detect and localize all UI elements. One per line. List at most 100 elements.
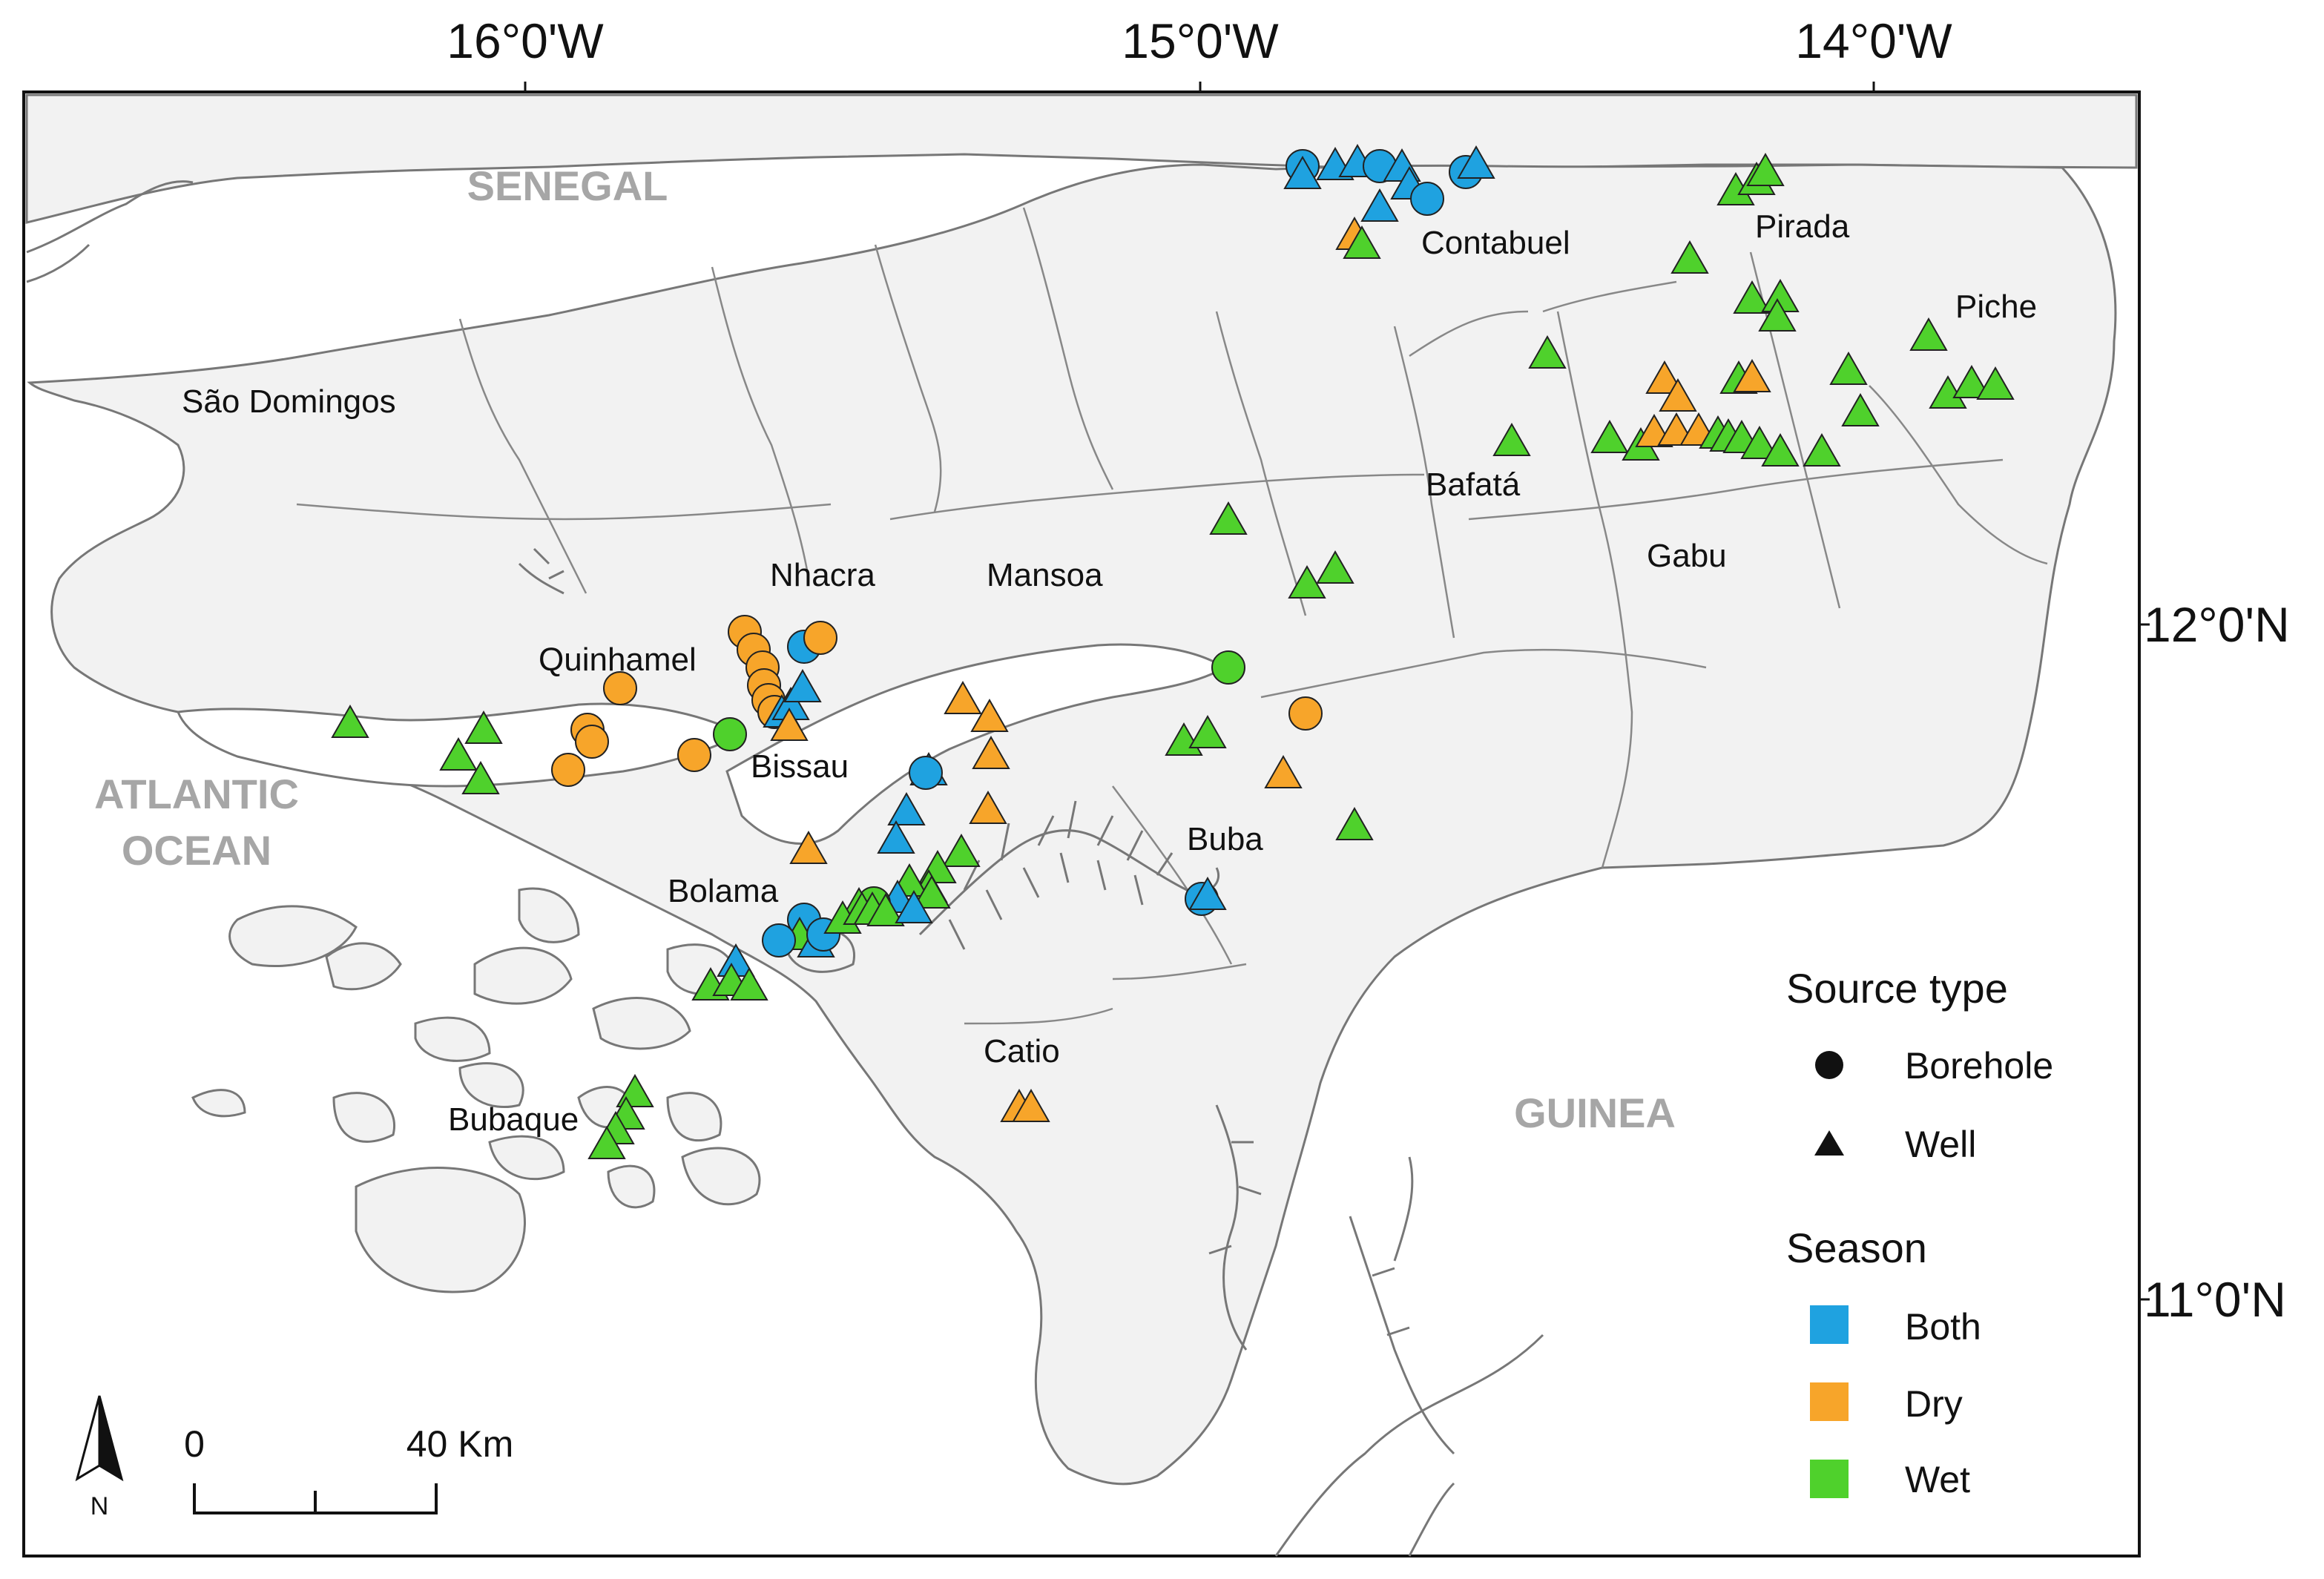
borehole-marker <box>551 753 585 787</box>
place-label-bissau: Bissau <box>751 748 849 785</box>
place-label-bubaque: Bubaque <box>448 1101 579 1138</box>
well-marker <box>1188 876 1227 910</box>
well-marker <box>439 736 478 771</box>
borehole-marker <box>1288 696 1323 731</box>
place-label-mansoa: Mansoa <box>987 557 1103 593</box>
borehole-marker <box>1211 650 1245 685</box>
well-marker <box>1528 334 1567 369</box>
well-marker <box>587 1125 626 1159</box>
well-marker <box>1590 419 1629 453</box>
well-marker <box>1209 501 1248 535</box>
borehole-marker <box>762 923 796 957</box>
well-marker <box>1758 297 1797 332</box>
legend-title-source: Source type <box>1786 965 2008 1012</box>
legend-label-dry: Dry <box>1905 1383 1963 1425</box>
well-marker <box>1976 366 2015 400</box>
ocean-label-line1: ATLANTIC <box>94 771 299 817</box>
well-marker <box>1335 806 1374 840</box>
well-marker <box>912 874 951 909</box>
well-marker <box>1761 432 1800 467</box>
legend-label-wet: Wet <box>1905 1459 1970 1500</box>
borehole-marker <box>909 756 943 790</box>
well-marker <box>972 735 1010 769</box>
place-label-pirada: Pirada <box>1755 208 1850 245</box>
well-marker <box>1492 422 1531 456</box>
region-borders <box>296 207 2048 1025</box>
place-label-gabu: Gabu <box>1647 538 1727 574</box>
north-arrow-label: N <box>90 1492 109 1520</box>
lat-label-12n: 12°0'N <box>2144 597 2290 652</box>
north-arrow-half-icon <box>98 1395 124 1482</box>
country-label-guinea: GUINEA <box>1514 1090 1676 1136</box>
scale-bar-start: 0 <box>184 1423 205 1465</box>
borehole-marker <box>803 621 837 655</box>
lon-label-14w: 14°0'W <box>1795 13 1952 68</box>
well-marker <box>1733 358 1771 392</box>
scale-bar: 0 40 Km <box>184 1423 514 1514</box>
legend-label-both: Both <box>1905 1306 1981 1348</box>
well-marker <box>464 710 503 744</box>
well-marker <box>944 680 982 714</box>
scale-bar-end: 40 Km <box>406 1423 514 1465</box>
well-marker <box>1659 378 1697 412</box>
well-marker <box>942 833 981 867</box>
legend-swatch-both <box>1810 1305 1849 1344</box>
well-marker <box>895 889 933 923</box>
sample-points <box>331 143 2015 1159</box>
well-marker <box>1288 564 1326 599</box>
borehole-marker <box>677 738 711 772</box>
well-marker <box>1670 240 1709 274</box>
place-label-sao-domingos: São Domingos <box>182 383 396 420</box>
place-label-buba: Buba <box>1187 821 1263 857</box>
ocean-label-line2: OCEAN <box>122 827 271 874</box>
senegal-river <box>26 180 194 283</box>
well-marker <box>1909 317 1948 351</box>
well-marker <box>1803 432 1841 467</box>
lon-label-16w: 16°0'W <box>447 13 604 68</box>
well-marker <box>1188 714 1227 748</box>
graticule-ticks <box>524 82 2150 1301</box>
geba-estuary <box>725 643 1226 845</box>
well-marker <box>1733 280 1771 314</box>
well-marker <box>1343 225 1381 259</box>
well-marker <box>770 707 809 741</box>
lat-label-11n: 11°0'N <box>2144 1272 2286 1327</box>
well-marker <box>461 760 500 794</box>
legend-label-borehole: Borehole <box>1905 1045 2053 1087</box>
well-marker <box>1457 145 1495 179</box>
borehole-marker <box>1410 182 1444 216</box>
borehole-marker <box>575 725 609 759</box>
well-marker <box>331 704 369 738</box>
well-marker <box>1829 351 1868 385</box>
well-marker <box>866 892 905 926</box>
well-marker <box>1316 550 1354 584</box>
legend: Source type Borehole Well Season Both Dr… <box>1786 965 2053 1500</box>
well-marker <box>1360 188 1399 222</box>
guinea-coast <box>1274 1156 1544 1557</box>
place-label-nhacra: Nhacra <box>770 557 875 593</box>
well-marker <box>969 790 1007 824</box>
legend-label-well: Well <box>1905 1124 1976 1165</box>
legend-title-season: Season <box>1786 1224 1927 1271</box>
legend-swatch-dry <box>1810 1382 1849 1421</box>
place-label-catio: Catio <box>984 1033 1060 1069</box>
well-marker <box>730 966 768 1001</box>
well-marker <box>1012 1088 1050 1122</box>
well-marker <box>1264 754 1303 788</box>
place-label-piche: Piche <box>1955 289 2037 325</box>
scale-bar-line <box>193 1483 438 1514</box>
well-marker <box>1740 425 1779 459</box>
legend-symbol-borehole <box>1815 1051 1843 1079</box>
borehole-marker <box>713 717 747 751</box>
well-marker <box>970 698 1009 732</box>
place-label-bolama: Bolama <box>668 873 779 909</box>
well-marker <box>1841 392 1880 426</box>
well-marker <box>1952 364 1991 398</box>
legend-swatch-wet <box>1810 1460 1849 1498</box>
lon-label-15w: 15°0'W <box>1122 13 1279 68</box>
well-marker <box>789 830 828 864</box>
well-marker <box>877 820 915 854</box>
well-marker <box>1645 360 1684 394</box>
well-marker <box>783 668 822 702</box>
